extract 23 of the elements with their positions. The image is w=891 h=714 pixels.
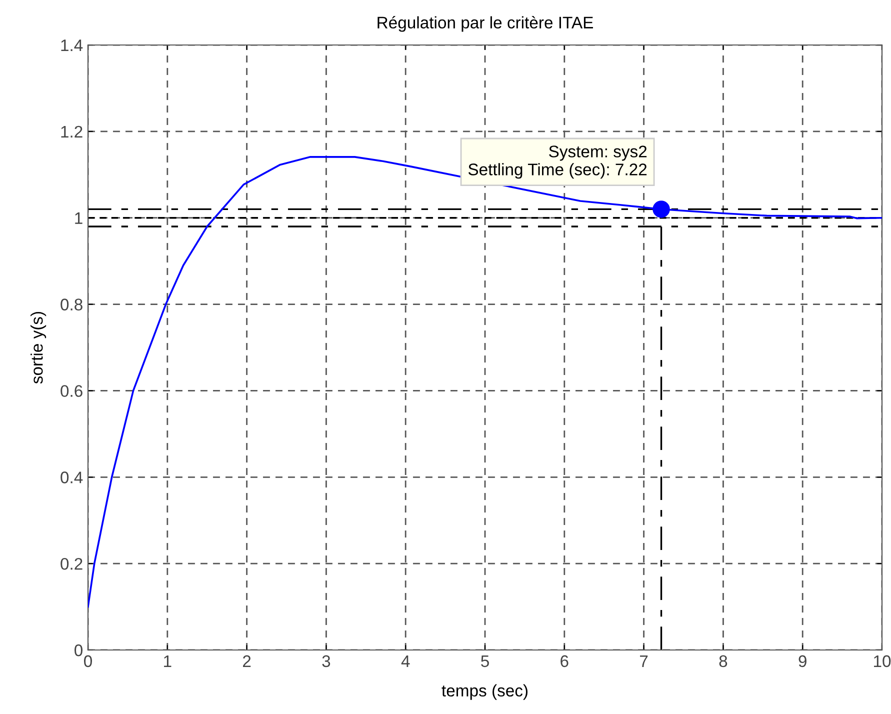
x-tick-label: 3 bbox=[322, 655, 330, 668]
y-tick-label: 0 bbox=[74, 644, 82, 656]
y-tick-label: 0.6 bbox=[60, 385, 82, 397]
x-axis-title: temps (sec) bbox=[442, 684, 528, 700]
y-tick-label: 1.2 bbox=[61, 126, 82, 138]
y-tick-label: 0.2 bbox=[60, 558, 82, 570]
x-tick-label: 1 bbox=[164, 655, 172, 667]
x-tick-label: 7 bbox=[640, 655, 648, 667]
annotation: System: sys2 Settling Time (sec): 7.22 bbox=[468, 146, 647, 179]
x-tick-label: 8 bbox=[719, 655, 728, 668]
x-tick-label: 10 bbox=[874, 655, 891, 668]
y-tick-label: 0.8 bbox=[60, 298, 82, 310]
x-tick-label: 2 bbox=[243, 655, 251, 667]
x-tick-label: 5 bbox=[481, 655, 489, 668]
x-tick-label: 6 bbox=[560, 655, 568, 668]
x-tick-label: 0 bbox=[84, 655, 92, 668]
x-tick-label: 4 bbox=[401, 655, 410, 667]
y-tick-label: 1.4 bbox=[61, 40, 83, 52]
y-tick-label: 1 bbox=[75, 212, 82, 224]
chart-title: Régulation par le critère ITAE bbox=[378, 16, 593, 32]
x-tick-label: 9 bbox=[798, 655, 806, 668]
y-tick-label: 0.4 bbox=[60, 472, 83, 484]
y-axis-title: sortie y(s) bbox=[30, 312, 46, 384]
